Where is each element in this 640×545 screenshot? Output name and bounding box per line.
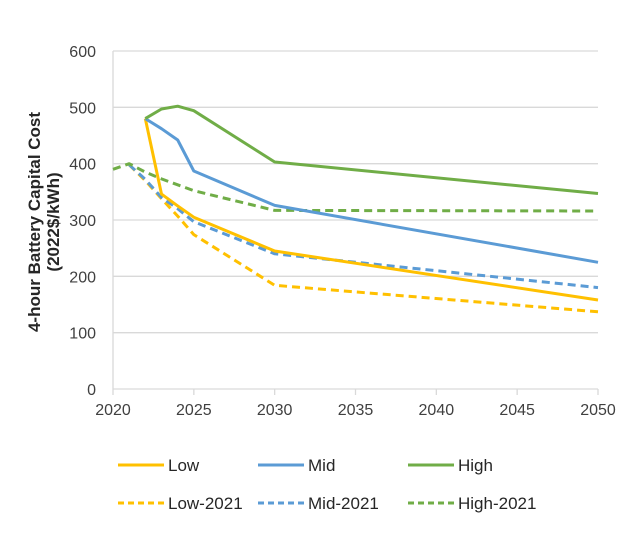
legend-label: Mid-2021	[308, 494, 379, 513]
x-tick-label: 2020	[95, 402, 131, 419]
y-axis-label-line-1: 4-hour Battery Capital Cost	[25, 112, 44, 332]
legend-item-mid: Mid	[258, 456, 335, 475]
y-tick-labels: 0 100 200 300 400 500 600	[69, 44, 96, 399]
series-line-mid	[144, 117, 599, 264]
legend-label: Low	[168, 456, 200, 475]
legend-item-low: Low	[118, 456, 200, 475]
series-line-low-2021	[128, 163, 599, 314]
series-line-high	[144, 104, 599, 195]
series-line-low	[143, 118, 599, 302]
y-axis-label: 4-hour Battery Capital Cost (2022$/kWh)	[25, 112, 63, 332]
y-axis-label-line-2: (2022$/kWh)	[44, 172, 63, 271]
legend-label: High	[458, 456, 493, 475]
y-tick-label: 100	[69, 326, 96, 343]
x-tick-label: 2035	[338, 402, 374, 419]
legend-item-high-2021: High-2021	[408, 494, 536, 513]
legend-label: High-2021	[458, 494, 536, 513]
legend: Low Mid High Low-2021 Mid-2021 High-2021	[118, 456, 536, 513]
axes	[112, 51, 599, 395]
series-line-high-2021	[112, 162, 599, 213]
x-tick-label: 2045	[499, 402, 535, 419]
x-tick-label: 2050	[580, 402, 616, 419]
x-tick-labels: 2020 2025 2030 2035 2040 2045 2050	[95, 402, 616, 419]
x-tick-label: 2025	[176, 402, 212, 419]
series-lines	[112, 104, 599, 314]
y-tick-label: 200	[69, 269, 96, 286]
x-tick-label: 2040	[419, 402, 455, 419]
y-tick-label: 0	[87, 382, 96, 399]
legend-item-low-2021: Low-2021	[118, 494, 243, 513]
y-tick-label: 600	[69, 44, 96, 61]
y-tick-label: 300	[69, 213, 96, 230]
series-line-mid-2021	[128, 163, 599, 290]
y-tick-label: 500	[69, 100, 96, 117]
x-tick-label: 2030	[257, 402, 293, 419]
legend-label: Mid	[308, 456, 335, 475]
legend-label: Low-2021	[168, 494, 243, 513]
y-tick-label: 400	[69, 157, 96, 174]
legend-item-mid-2021: Mid-2021	[258, 494, 379, 513]
legend-item-high: High	[408, 456, 493, 475]
